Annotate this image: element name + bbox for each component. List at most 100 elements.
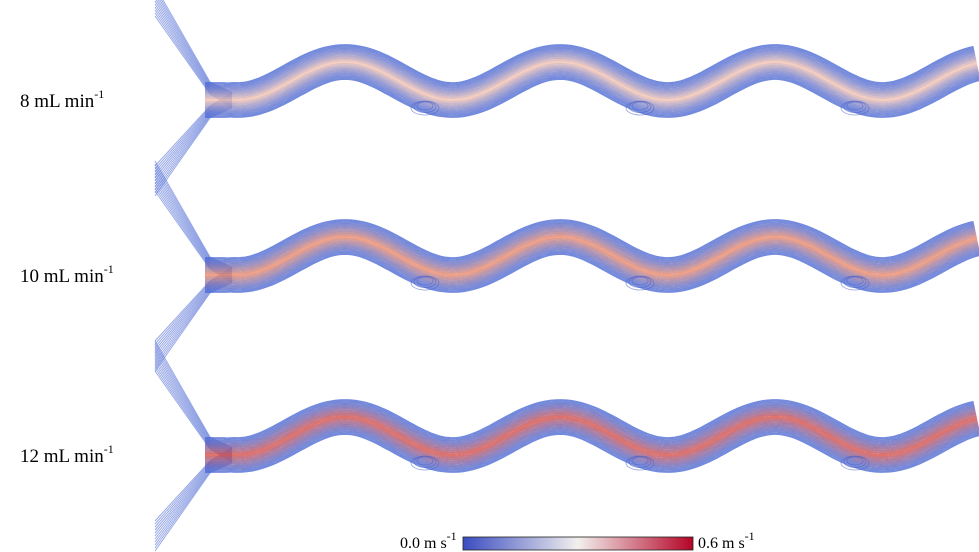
- inlet-streamline: [154, 166, 233, 271]
- vortex: [846, 276, 864, 286]
- vortex: [840, 275, 870, 291]
- vortex: [840, 100, 870, 116]
- vortex: [846, 101, 864, 111]
- vortex: [416, 276, 434, 286]
- vortex: [625, 100, 655, 116]
- inlet-streamline: [154, 340, 233, 448]
- streamline: [205, 225, 976, 266]
- streamline: [205, 229, 976, 271]
- colorbar-max-text: 0.6 m s: [698, 535, 745, 552]
- streamline: [205, 409, 976, 451]
- row-label: 10 mL min-1: [20, 262, 114, 288]
- vortex: [413, 101, 437, 113]
- streamline: [205, 56, 977, 98]
- colorbar-min: 0.0 m s-1: [400, 529, 457, 552]
- streamline: [205, 46, 975, 87]
- streamline: [205, 405, 976, 446]
- colorbar-max: 0.6 m s-1: [698, 529, 755, 552]
- streamline: [205, 48, 975, 89]
- vortex: [625, 455, 655, 471]
- streamline: [205, 237, 978, 279]
- vortex: [413, 456, 437, 468]
- streamline: [205, 248, 979, 289]
- vortex: [631, 101, 649, 111]
- inlet-streamline: [154, 349, 233, 453]
- row-label-sup: -1: [94, 87, 104, 101]
- streamline: [205, 44, 974, 85]
- vortex: [410, 455, 440, 471]
- vortex: [625, 275, 655, 291]
- streamline: [205, 62, 978, 104]
- streamline: [205, 75, 979, 116]
- streamline: [205, 242, 979, 283]
- vortex: [843, 456, 867, 468]
- vortex: [843, 276, 867, 288]
- vortex: [410, 275, 440, 291]
- streamline: [205, 231, 977, 273]
- streamline: [205, 422, 979, 463]
- inlet-streamline: [154, 282, 233, 372]
- streamline: [205, 69, 979, 110]
- streamline: [205, 71, 979, 112]
- streamline: [205, 223, 975, 264]
- streamline: [205, 235, 978, 277]
- streamline: [205, 54, 976, 96]
- streamline: [205, 250, 979, 291]
- streamline: [205, 399, 974, 440]
- streamline: [205, 415, 978, 457]
- vortex: [843, 101, 867, 113]
- vortex: [410, 100, 440, 116]
- streamline: [205, 401, 975, 442]
- streamline: [205, 420, 979, 461]
- streamline: [205, 244, 979, 285]
- vortex: [416, 101, 434, 111]
- row-label-text: 8 mL min: [20, 91, 95, 112]
- vortex: [413, 276, 437, 288]
- streamline: [205, 50, 976, 91]
- streamline: [205, 413, 977, 455]
- vortex: [846, 456, 864, 466]
- vortex: [840, 455, 870, 471]
- vortex: [631, 456, 649, 466]
- colorbar-min-text: 0.0 m s: [400, 535, 447, 552]
- streamline: [205, 430, 979, 471]
- streamline: [205, 407, 976, 448]
- streamline: [205, 424, 979, 465]
- streamline: [205, 426, 979, 467]
- row-label-sup: -1: [104, 442, 114, 456]
- colorbar-min-sup: -1: [447, 529, 457, 543]
- inlet-streamline: [154, 346, 233, 451]
- row-label-text: 12 mL min: [20, 446, 104, 467]
- colorbar: [462, 536, 694, 551]
- streamline: [205, 67, 979, 108]
- colorbar-max-sup: -1: [745, 529, 755, 543]
- channels: [154, 0, 979, 552]
- streamline: [205, 233, 977, 275]
- streamline: [205, 60, 978, 102]
- vortex: [628, 276, 652, 288]
- streamline: [205, 428, 979, 469]
- streamline: [205, 219, 974, 260]
- row-label-text: 10 mL min: [20, 266, 104, 287]
- row-label: 12 mL min-1: [20, 442, 114, 468]
- streamline: [205, 73, 979, 114]
- streamline: [205, 417, 978, 459]
- streamline: [205, 65, 979, 106]
- streamline: [205, 246, 979, 287]
- vortex: [628, 456, 652, 468]
- row-label: 8 mL min-1: [20, 87, 104, 113]
- streamline: [205, 52, 976, 93]
- vortex: [416, 456, 434, 466]
- streamline: [205, 411, 977, 453]
- streamline: [205, 221, 975, 262]
- inlet-streamline: [154, 343, 233, 450]
- row-label-sup: -1: [104, 262, 114, 276]
- inlet-streamline: [154, 462, 233, 552]
- inlet-streamline: [154, 169, 233, 273]
- streamline: [205, 240, 979, 281]
- vortex: [628, 101, 652, 113]
- streamline: [205, 58, 977, 100]
- streamline: [205, 227, 976, 268]
